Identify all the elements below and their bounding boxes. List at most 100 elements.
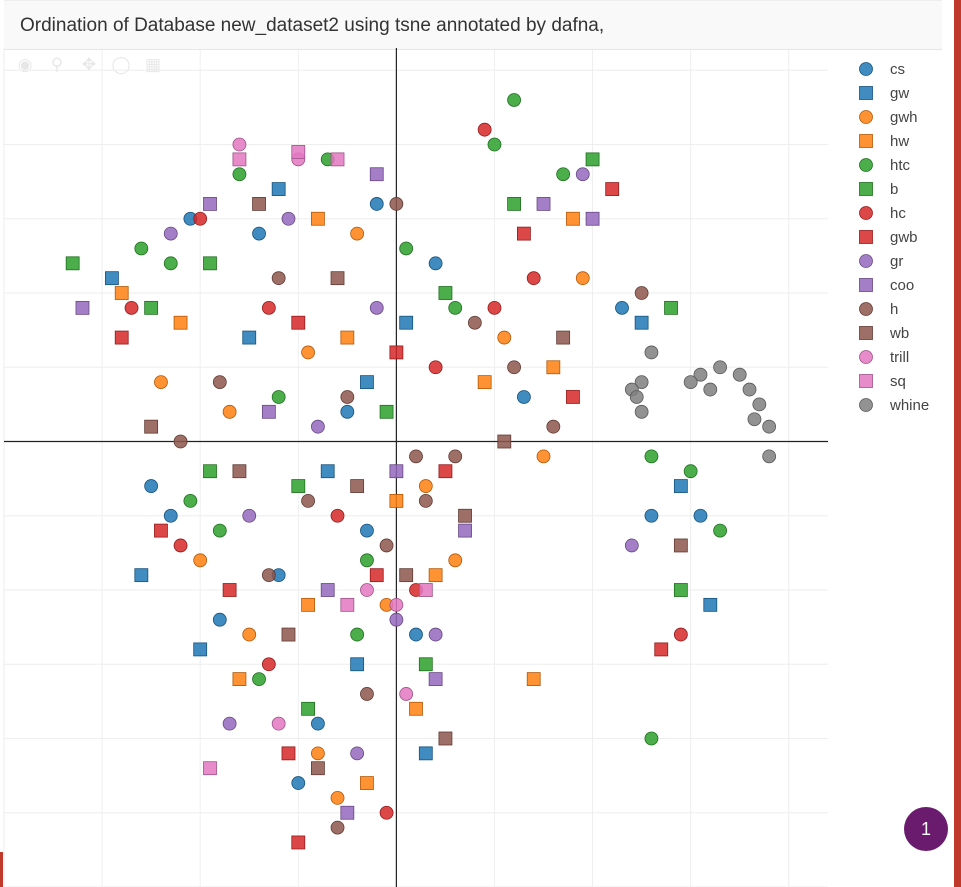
point-b [438, 286, 453, 300]
legend-item-htc[interactable]: htc [858, 153, 950, 177]
point-htc [134, 241, 149, 256]
legend-symbol-h [859, 302, 873, 316]
point-b [673, 583, 688, 597]
legend-item-wb[interactable]: wb [858, 321, 950, 345]
box-select-icon[interactable]: ▦ [144, 55, 162, 74]
legend-symbol-cs [859, 62, 873, 76]
pan-icon[interactable]: ✥ [81, 55, 97, 74]
point-htc [448, 300, 463, 315]
point-sq [291, 145, 306, 159]
point-whine [634, 375, 649, 390]
point-gw [271, 182, 286, 196]
grid-lines [3, 48, 828, 887]
point-hc [193, 211, 208, 226]
legend-marker-b [859, 182, 873, 196]
point-wb [497, 434, 512, 449]
legend-item-gr[interactable]: gr [858, 249, 950, 273]
left-edge-marker [0, 852, 3, 887]
legend-label: hw [890, 132, 910, 150]
point-gwb [222, 583, 237, 597]
legend-symbol-trill [859, 350, 873, 364]
point-hc [526, 271, 541, 286]
series-b [65, 152, 688, 716]
point-coo [261, 404, 276, 419]
legend-symbol-sq [859, 374, 873, 388]
point-wb [399, 568, 414, 583]
point-gwh [497, 330, 512, 345]
point-htc [507, 93, 521, 107]
point-h [271, 271, 286, 286]
legend-item-gw[interactable]: gw [858, 81, 950, 105]
point-sq [330, 152, 345, 167]
legend-item-gwb[interactable]: gwb [858, 225, 950, 249]
point-whine [693, 367, 708, 382]
point-whine [742, 382, 757, 397]
series-hw [114, 211, 580, 790]
point-cs [291, 776, 306, 790]
point-wb [458, 508, 472, 523]
point-b [203, 464, 217, 479]
point-coo [536, 197, 551, 211]
legend-symbol-wb [859, 326, 873, 340]
chart-title: Ordination of Database new_dataset2 usin… [20, 15, 605, 36]
point-whine [683, 375, 698, 390]
point-hc [261, 300, 276, 315]
point-wb [330, 271, 345, 286]
point-gr [350, 746, 365, 761]
legend-item-b[interactable]: b [858, 177, 950, 201]
point-gwh [222, 404, 237, 419]
point-htc [713, 523, 727, 538]
point-gw [193, 642, 208, 657]
legend-item-h[interactable]: h [858, 297, 950, 321]
legend-item-sq[interactable]: sq [858, 369, 950, 393]
scatter-plot[interactable] [0, 48, 840, 887]
series-sq [203, 145, 433, 776]
point-gwb [369, 568, 384, 583]
point-h [301, 494, 315, 508]
camera-icon[interactable]: ◉ [17, 55, 33, 74]
point-htc [212, 523, 227, 538]
plot-modebar[interactable]: ◉ ⚲ ✥ ◯ ▦ [14, 54, 164, 80]
point-gr [369, 300, 384, 315]
point-h [340, 390, 355, 404]
point-cs [252, 226, 266, 241]
legend-symbol-htc [859, 158, 873, 172]
point-gw [320, 464, 335, 479]
legend-item-whine[interactable]: whine [858, 393, 950, 417]
point-cs [144, 479, 159, 493]
legend-marker-coo [859, 278, 873, 292]
point-hw [409, 701, 423, 716]
point-htc [487, 137, 502, 152]
point-whine [752, 397, 767, 412]
legend-marker-hc [859, 206, 873, 220]
lasso-icon[interactable]: ◯ [111, 55, 131, 74]
point-htc [350, 627, 365, 642]
point-b [291, 479, 306, 493]
legend-label: gwb [890, 228, 918, 246]
point-hw [311, 211, 325, 226]
notification-badge[interactable]: 1 [904, 807, 948, 851]
point-gwb [438, 464, 453, 479]
legend-item-gwh[interactable]: gwh [858, 105, 950, 129]
legend-marker-h [859, 302, 873, 316]
point-gw [673, 479, 688, 493]
legend-item-trill[interactable]: trill [858, 345, 950, 369]
point-wb [311, 761, 325, 776]
zoom-icon[interactable]: ⚲ [50, 55, 64, 74]
point-htc [163, 256, 178, 271]
point-hc [428, 360, 443, 375]
point-gwh [193, 553, 208, 568]
point-sq [232, 152, 247, 167]
point-gwh [536, 449, 551, 464]
legend-item-hw[interactable]: hw [858, 129, 950, 153]
point-wb [144, 419, 159, 434]
point-cs [615, 300, 629, 315]
point-gwh [350, 226, 365, 241]
legend-item-cs[interactable]: cs [858, 57, 950, 81]
legend-label: cs [890, 60, 905, 78]
legend-item-hc[interactable]: hc [858, 201, 950, 225]
legend-symbol-hw [859, 134, 873, 148]
point-htc [683, 464, 698, 479]
point-whine [747, 412, 762, 427]
legend-item-coo[interactable]: coo [858, 273, 950, 297]
